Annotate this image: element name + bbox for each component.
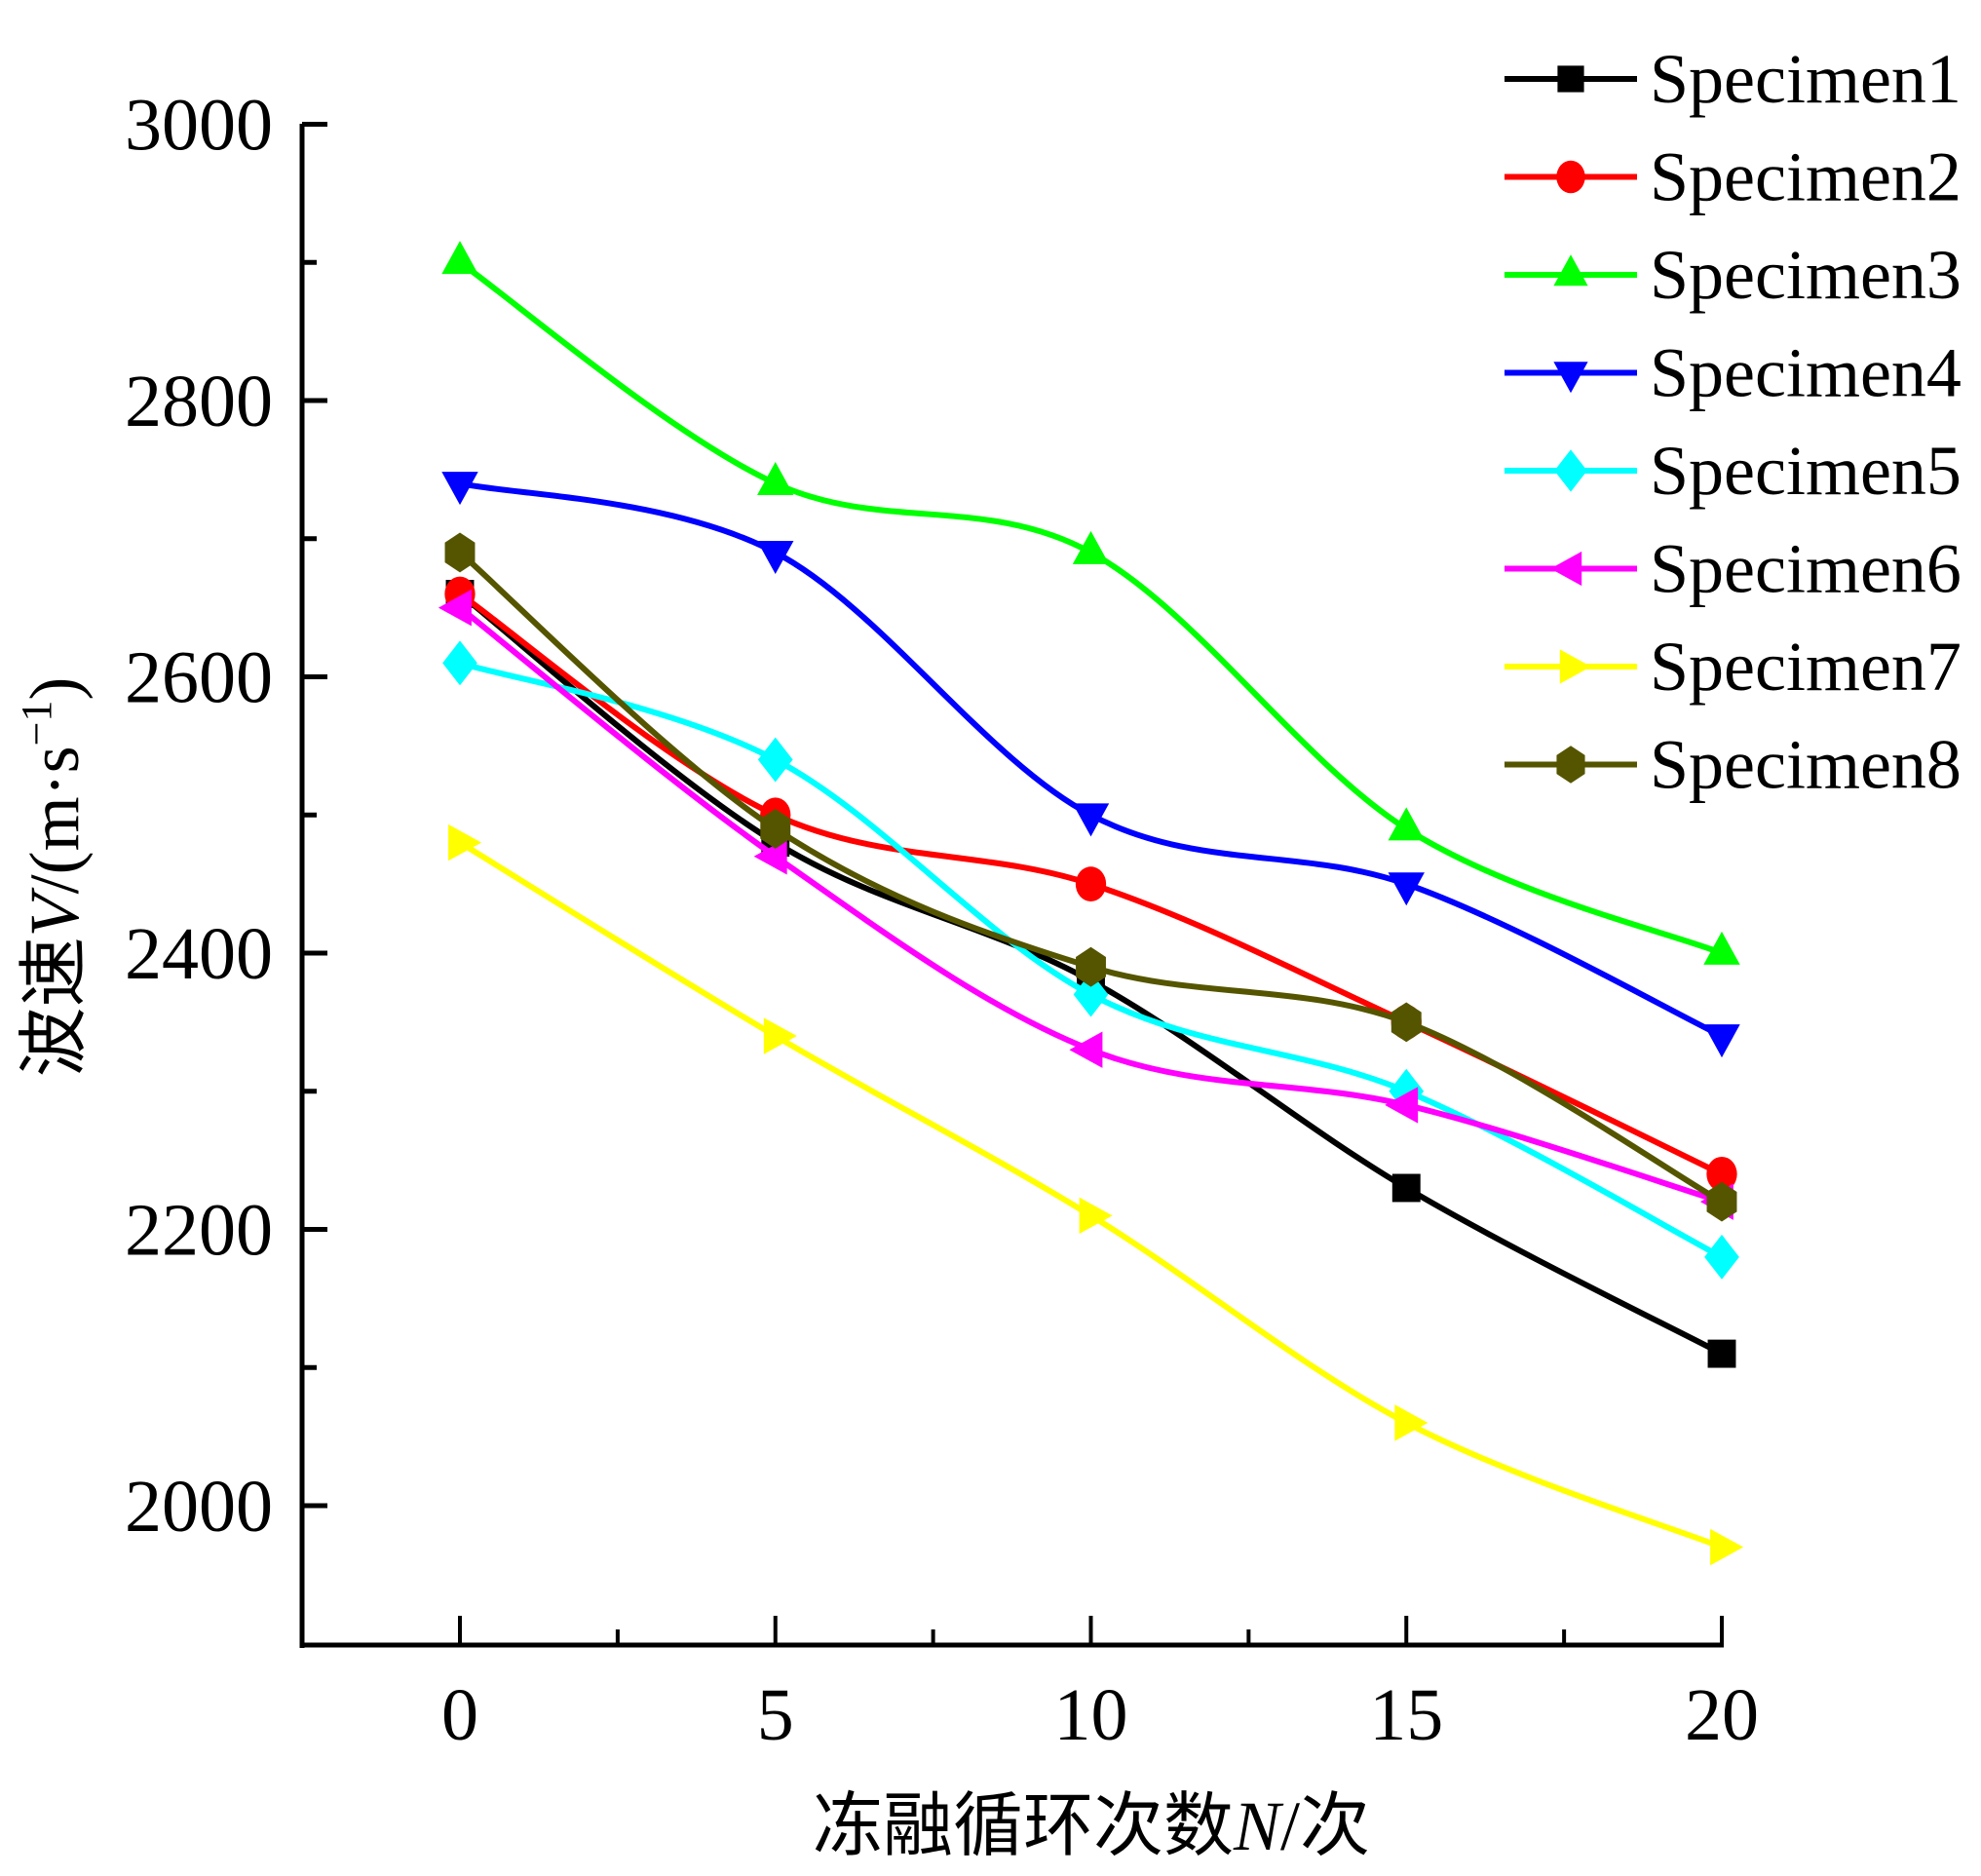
- legend-item: Specimen2: [1505, 138, 1962, 216]
- data-point-marker: [1704, 1234, 1739, 1280]
- data-point-marker: [757, 461, 794, 495]
- data-point-marker: [753, 838, 787, 875]
- series-layer: [438, 241, 1744, 1566]
- legend: Specimen1 Specimen2 Specimen3 Specimen4 Spec…: [1505, 40, 1962, 804]
- data-point-marker: [441, 472, 478, 506]
- y-tick-label: 2400: [125, 913, 273, 995]
- data-point-marker: [444, 532, 476, 573]
- legend-marker: [1559, 649, 1591, 684]
- data-point-marker: [1388, 872, 1425, 906]
- series-specimen7: [448, 823, 1744, 1566]
- data-point-marker: [1703, 931, 1740, 965]
- legend-label: Specimen7: [1650, 628, 1962, 706]
- x-axis-title-var: N: [1233, 1787, 1284, 1865]
- data-point-marker: [442, 640, 477, 686]
- data-point-marker: [1706, 1156, 1737, 1192]
- legend-marker: [1553, 362, 1588, 394]
- x-tick-label: 10: [1054, 1674, 1128, 1756]
- data-point-marker: [1076, 946, 1106, 987]
- legend-marker: [1554, 449, 1587, 492]
- data-point-marker: [1069, 1031, 1103, 1068]
- data-point-marker: [760, 809, 791, 849]
- data-point-marker: [1391, 1173, 1421, 1203]
- y-axis-title-prefix: 波速: [16, 937, 94, 1077]
- series-specimen3: [441, 241, 1740, 965]
- data-point-marker: [1703, 1024, 1740, 1058]
- y-tick-label: 2000: [125, 1466, 273, 1548]
- legend-item: Specimen4: [1505, 334, 1962, 412]
- x-tick-label: 15: [1369, 1674, 1443, 1756]
- series-line: [458, 259, 1724, 956]
- data-point-marker: [1388, 807, 1425, 841]
- legend-item: Specimen6: [1505, 530, 1962, 608]
- axes: [299, 124, 1724, 1648]
- legend-label: Specimen4: [1650, 334, 1962, 412]
- x-axis-title-suffix: /次: [1280, 1787, 1370, 1865]
- data-point-marker: [1075, 866, 1107, 901]
- data-point-marker: [1710, 1528, 1744, 1566]
- legend-item: Specimen1: [1505, 40, 1962, 118]
- data-point-marker: [763, 1017, 797, 1054]
- legend-label: Specimen6: [1650, 530, 1962, 608]
- legend-label: Specimen2: [1650, 138, 1962, 216]
- y-tick-label: 3000: [125, 85, 273, 167]
- data-point-marker: [1385, 1087, 1419, 1124]
- data-point-marker: [1072, 803, 1110, 837]
- series-specimen4: [441, 472, 1740, 1058]
- x-tick-label: 20: [1685, 1674, 1759, 1756]
- x-tick-label: 0: [441, 1674, 478, 1756]
- legend-item: Specimen7: [1505, 628, 1962, 706]
- x-ticks: 0 5 10 15 20: [441, 1616, 1759, 1756]
- series-specimen5: [442, 640, 1739, 1280]
- legend-label: Specimen8: [1650, 726, 1962, 804]
- data-point-marker: [1073, 972, 1109, 1017]
- series-specimen6: [438, 589, 1733, 1220]
- y-axis-title-close: ): [16, 677, 94, 701]
- y-tick-label: 2800: [125, 361, 273, 442]
- legend-marker: [1556, 746, 1585, 784]
- y-axis-title-var: V: [16, 887, 94, 937]
- y-axis-title-sup: −1: [13, 701, 60, 747]
- x-tick-label: 5: [757, 1674, 794, 1756]
- legend-marker: [1557, 65, 1584, 93]
- data-point-marker: [1072, 530, 1110, 564]
- y-tick-label: 2600: [125, 637, 273, 719]
- x-axis-title: 冻融循环次数N/次: [813, 1787, 1370, 1865]
- legend-marker: [1553, 254, 1588, 287]
- y-axis-title: 波速V/(m·s−1): [13, 677, 94, 1078]
- data-point-marker: [448, 823, 482, 861]
- y-ticks: 2000 2200 2400 2600 2800 3000: [125, 85, 327, 1548]
- data-point-marker: [1389, 1068, 1425, 1114]
- legend-marker: [1556, 160, 1585, 194]
- data-point-marker: [1394, 1404, 1429, 1441]
- legend-label: Specimen3: [1650, 236, 1962, 314]
- data-point-marker: [1707, 1339, 1736, 1368]
- x-axis-title-prefix: 冻融循环次数: [813, 1787, 1234, 1865]
- legend-marker: [1550, 551, 1582, 587]
- legend-item: Specimen5: [1505, 432, 1962, 510]
- y-axis-title-unit: /(m·s: [16, 746, 94, 894]
- data-point-marker: [757, 541, 794, 575]
- series-line: [458, 605, 1723, 1206]
- y-tick-label: 2200: [125, 1190, 273, 1272]
- legend-item: Specimen3: [1505, 236, 1962, 314]
- data-point-marker: [441, 241, 478, 275]
- legend-item: Specimen8: [1505, 726, 1962, 804]
- data-point-marker: [1706, 1181, 1737, 1222]
- data-point-marker: [1079, 1197, 1113, 1235]
- data-point-marker: [757, 737, 793, 783]
- data-point-marker: [1391, 1002, 1422, 1043]
- data-point-marker: [438, 589, 472, 627]
- legend-label: Specimen1: [1650, 40, 1962, 118]
- legend-label: Specimen5: [1650, 432, 1962, 510]
- series-specimen8: [444, 532, 1737, 1222]
